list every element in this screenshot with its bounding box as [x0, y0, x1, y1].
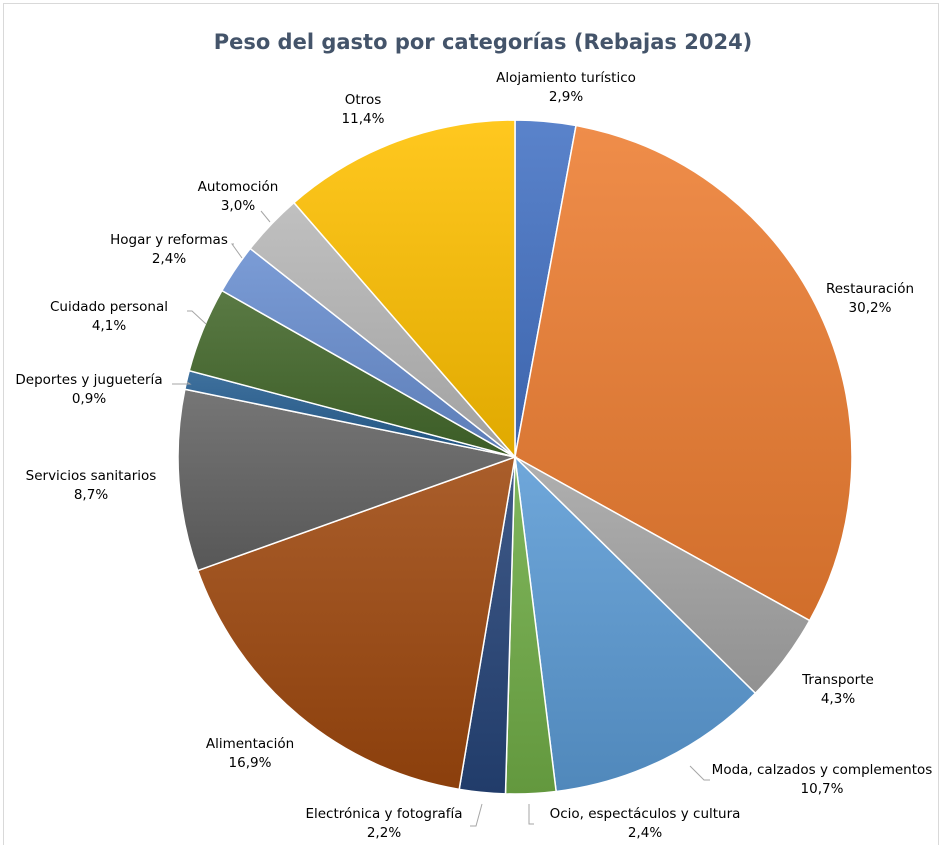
pie-slice-alimentacion	[196, 455, 516, 791]
slice-label-cuidado-personal: Cuidado personal 4,1%	[50, 299, 168, 334]
slice-category-label: Otros	[345, 92, 381, 108]
slice-category-label: Deportes y juguetería	[15, 372, 162, 388]
slice-label-automocion: Automoción 3,0%	[198, 179, 279, 214]
slice-value-label: 2,4%	[152, 251, 186, 267]
slice-label-servicios-sanitarios: Servicios sanitarios 8,7%	[26, 468, 157, 503]
slice-category-label: Hogar y reformas	[110, 232, 228, 248]
leader-line-ocio-espectaculos-y-cultura	[528, 804, 534, 825]
leader-line-deportes-y-jugueteria	[172, 381, 192, 385]
slice-category-label: Transporte	[801, 672, 874, 688]
slice-category-label: Cuidado personal	[50, 299, 168, 315]
leader-line-electronica-y-fotografia	[470, 803, 483, 827]
leader-line-automocion	[260, 210, 271, 223]
pie-slice-otros	[292, 119, 516, 460]
slice-value-label: 4,3%	[821, 691, 855, 707]
slice-category-label: Automoción	[198, 179, 279, 195]
slice-category-label: Servicios sanitarios	[26, 468, 157, 484]
slice-value-label: 2,9%	[549, 89, 583, 105]
chart-area: Peso del gasto por categorías (Rebajas 2…	[3, 3, 939, 845]
slice-category-label: Restauración	[826, 281, 914, 297]
slice-value-label: 30,2%	[849, 300, 892, 316]
slice-value-label: 16,9%	[229, 755, 272, 771]
pie-slice-moda-calzados-y-complementos	[513, 454, 757, 793]
slice-value-label: 8,7%	[74, 487, 108, 503]
slice-label-restauracion: Restauración 30,2%	[826, 281, 914, 316]
slice-value-label: 10,7%	[801, 781, 844, 797]
slice-category-label: Ocio, espectáculos y cultura	[550, 806, 741, 822]
leader-line-moda-calzados-y-complementos	[689, 765, 710, 781]
slice-category-label: Alojamiento turístico	[496, 70, 636, 86]
slice-label-alojamiento-turistico: Alojamiento turístico 2,9%	[496, 70, 636, 105]
slice-label-alimentacion: Alimentación 16,9%	[206, 736, 294, 771]
slice-label-otros: Otros 11,4%	[342, 92, 385, 127]
chart-title: Peso del gasto por categorías (Rebajas 2…	[214, 30, 753, 54]
slice-value-label: 0,9%	[72, 391, 106, 407]
leader-line-hogar-y-reformas	[231, 243, 243, 259]
slice-value-label: 11,4%	[342, 111, 385, 127]
slice-value-label: 3,0%	[221, 198, 255, 214]
slice-value-label: 2,4%	[628, 825, 662, 841]
slice-value-label: 2,2%	[367, 825, 401, 841]
slice-label-hogar-y-reformas: Hogar y reformas 2,4%	[110, 232, 228, 267]
slice-label-ocio-espectaculos-y-cultura: Ocio, espectáculos y cultura 2,4%	[550, 806, 741, 841]
slice-category-label: Moda, calzados y complementos	[712, 762, 933, 778]
pie-slice-servicios-sanitarios	[177, 388, 518, 572]
slice-value-label: 4,1%	[92, 318, 126, 334]
leader-line-cuidado-personal	[187, 310, 207, 325]
slice-category-label: Alimentación	[206, 736, 294, 752]
pie-chart: Peso del gasto por categorías (Rebajas 2…	[15, 30, 933, 841]
slice-label-electronica-y-fotografia: Electrónica y fotografía 2,2%	[305, 806, 462, 841]
pie-slice-restauracion	[514, 124, 853, 622]
slice-label-moda-calzados-y-complementos: Moda, calzados y complementos 10,7%	[712, 762, 933, 797]
slice-label-deportes-y-jugueteria: Deportes y juguetería 0,9%	[15, 372, 162, 407]
slice-category-label: Electrónica y fotografía	[305, 806, 462, 822]
slice-label-transporte: Transporte 4,3%	[801, 672, 874, 707]
